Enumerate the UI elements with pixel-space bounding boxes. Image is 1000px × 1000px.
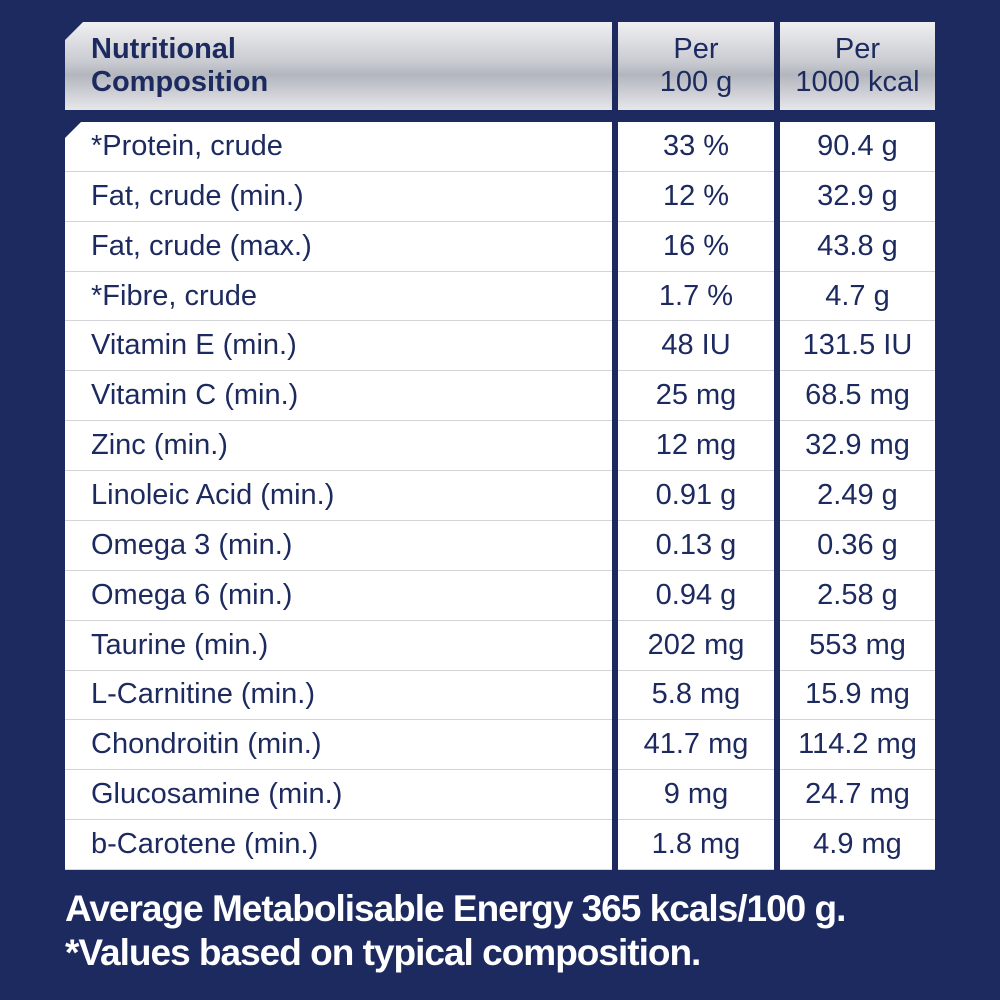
nutrient-value: 33 % bbox=[618, 122, 774, 172]
nutrient-value: 5.8 mg bbox=[618, 670, 774, 721]
nutrient-name: Omega 3 (min.) bbox=[65, 520, 612, 571]
nutrient-value: 16 % bbox=[618, 221, 774, 272]
nutrient-name: Vitamin E (min.) bbox=[65, 321, 612, 372]
nutrient-value: 12 % bbox=[618, 171, 774, 222]
nutrient-value: 2.58 g bbox=[780, 570, 935, 621]
nutrient-name: Vitamin C (min.) bbox=[65, 371, 612, 422]
footer-note: Average Metabolisable Energy 365 kcals/1… bbox=[65, 888, 846, 929]
nutrient-value: 68.5 mg bbox=[780, 371, 935, 422]
nutrient-value: 32.9 g bbox=[780, 171, 935, 222]
nutrient-value: 0.91 g bbox=[618, 471, 774, 521]
nutrient-value: 12 mg bbox=[618, 421, 774, 472]
nutrient-name: Omega 6 (min.) bbox=[65, 570, 612, 621]
nutrient-value: 9 mg bbox=[618, 770, 774, 821]
nutrient-value: 114.2 mg bbox=[780, 720, 935, 771]
nutrient-name: *Protein, crude bbox=[65, 122, 612, 172]
nutrient-value: 202 mg bbox=[618, 620, 774, 671]
nutrient-value: 43.8 g bbox=[780, 221, 935, 272]
nutrient-value: 24.7 mg bbox=[780, 770, 935, 821]
nutrient-value: 90.4 g bbox=[780, 122, 935, 172]
nutrient-value: 32.9 mg bbox=[780, 421, 935, 472]
nutrient-value: 553 mg bbox=[780, 620, 935, 671]
nutrient-value: 2.49 g bbox=[780, 471, 935, 521]
nutrient-value: 25 mg bbox=[618, 371, 774, 422]
nutrient-name: Fat, crude (min.) bbox=[65, 171, 612, 222]
nutrient-name: Zinc (min.) bbox=[65, 421, 612, 472]
nutrient-name: L-Carnitine (min.) bbox=[65, 670, 612, 721]
nutrient-value: 4.9 mg bbox=[780, 820, 935, 870]
nutrient-name: *Fibre, crude bbox=[65, 271, 612, 322]
nutrient-value: 131.5 IU bbox=[780, 321, 935, 372]
nutrient-name: Chondroitin (min.) bbox=[65, 720, 612, 771]
nutrient-value: 1.8 mg bbox=[618, 820, 774, 870]
nutrient-name: Linoleic Acid (min.) bbox=[65, 471, 612, 521]
nutrient-value: 0.94 g bbox=[618, 570, 774, 621]
nutrient-value: 4.7 g bbox=[780, 271, 935, 322]
nutrient-name: b-Carotene (min.) bbox=[65, 820, 612, 870]
nutrient-value: 41.7 mg bbox=[618, 720, 774, 771]
nutrient-name: Fat, crude (max.) bbox=[65, 221, 612, 272]
nutrient-value: 15.9 mg bbox=[780, 670, 935, 721]
nutrient-value: 1.7 % bbox=[618, 271, 774, 322]
header-cell: Nutritional Composition bbox=[65, 22, 612, 110]
nutrient-value: 0.36 g bbox=[780, 520, 935, 571]
nutrient-name: Taurine (min.) bbox=[65, 620, 612, 671]
nutrient-value: 48 IU bbox=[618, 321, 774, 372]
header-cell: Per 100 g bbox=[618, 22, 774, 110]
nutrient-name: Glucosamine (min.) bbox=[65, 770, 612, 821]
header-cell: Per 1000 kcal bbox=[780, 22, 935, 110]
nutrient-value: 0.13 g bbox=[618, 520, 774, 571]
footer-note: *Values based on typical composition. bbox=[65, 932, 701, 973]
